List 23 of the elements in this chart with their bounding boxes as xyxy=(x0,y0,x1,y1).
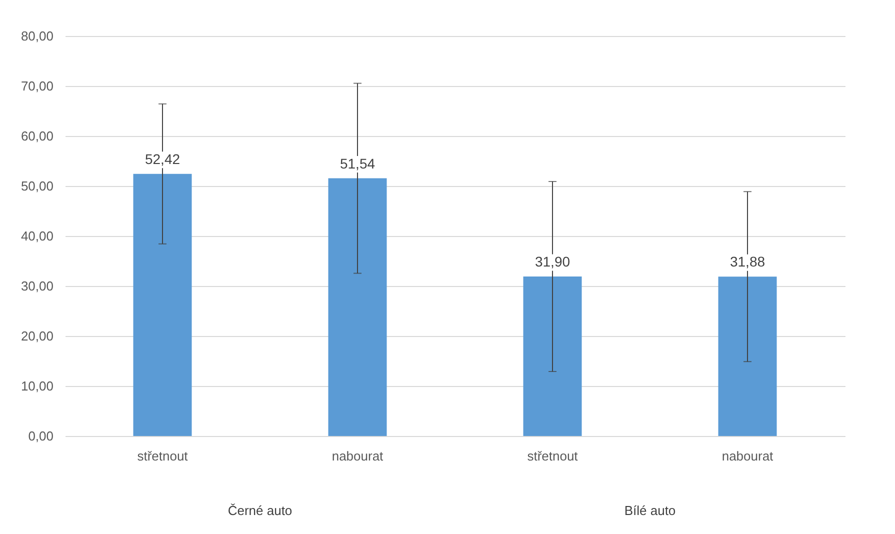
data-label: 31,90 xyxy=(534,254,570,270)
y-tick-label: 10,00 xyxy=(20,378,54,394)
text: Černé auto xyxy=(228,503,292,518)
data-label: 51,54 xyxy=(340,155,376,172)
y-tick-label: 60,00 xyxy=(20,128,54,144)
x-tick-label: střetnout xyxy=(137,448,188,464)
bar xyxy=(328,178,387,436)
y-tick-label: 30,00 xyxy=(20,278,54,294)
data-label: 52,42 xyxy=(144,150,180,167)
y-tick-label: 40,00 xyxy=(20,228,54,244)
y-tick-label: 50,00 xyxy=(20,178,54,194)
x-tick-label: nabourat xyxy=(332,448,384,464)
y-tick-label: 20,00 xyxy=(20,328,54,344)
x-tick-label: střetnout xyxy=(527,448,578,464)
data-label: 31,88 xyxy=(730,254,766,270)
y-tick-label: 80,00 xyxy=(20,28,54,44)
text: Bílé auto xyxy=(624,503,676,518)
bar xyxy=(133,174,192,436)
x-tick-label: nabourat xyxy=(722,448,774,464)
y-tick-label: 70,00 xyxy=(20,78,54,94)
bar xyxy=(523,276,582,436)
bar xyxy=(718,276,777,436)
y-tick-label: 0,00 xyxy=(28,428,54,444)
